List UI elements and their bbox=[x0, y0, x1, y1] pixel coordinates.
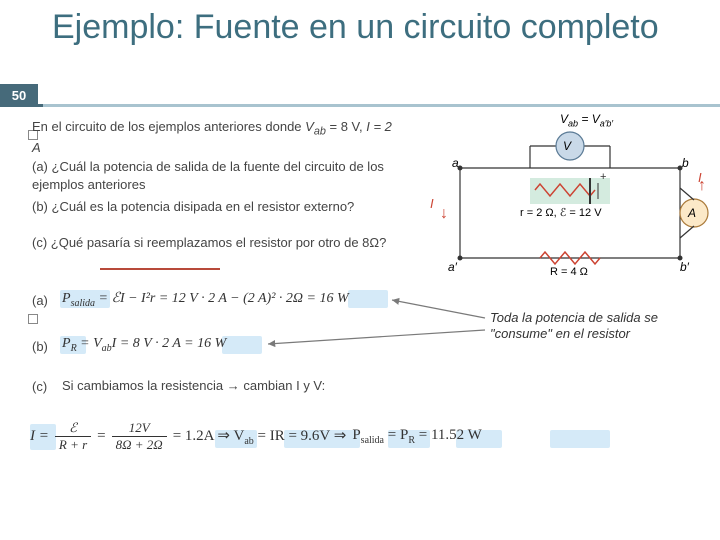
answer-label-a: (a) bbox=[32, 292, 48, 310]
eq-sign: = bbox=[97, 428, 105, 445]
equation-a: Psalida = ℰI − I²r = 12 V · 2 A − (2 A)²… bbox=[62, 290, 349, 309]
highlight bbox=[348, 290, 388, 308]
text: En el circuito de los ejemplos anteriore… bbox=[32, 119, 305, 134]
sym: P bbox=[62, 336, 71, 351]
denominator: 8Ω + 2Ω bbox=[112, 437, 167, 453]
node-a: a bbox=[452, 156, 459, 170]
slide-number-badge: 50 bbox=[0, 84, 38, 106]
rhs: = ℰI − I²r = 12 V · 2 A − (2 A)² · 2Ω = … bbox=[95, 291, 349, 306]
highlight bbox=[222, 336, 262, 354]
question-c: (c) ¿Qué pasaría si reemplazamos el resi… bbox=[32, 234, 402, 252]
answer-label-c: (c) bbox=[32, 378, 47, 396]
sub: salida bbox=[71, 298, 95, 309]
accent-line bbox=[100, 268, 220, 270]
numerator: ℰ bbox=[55, 420, 91, 437]
equation-bottom: I = ℰ R + r = 12V 8Ω + 2Ω = 1.2A ⇒ Vab =… bbox=[30, 420, 482, 453]
text: Psalida = PR = 11.52 W bbox=[352, 427, 481, 446]
sym: P bbox=[62, 291, 71, 306]
svg-text:↓: ↓ bbox=[440, 205, 448, 222]
rhs: = V bbox=[77, 336, 102, 351]
numerator: 12V bbox=[112, 420, 167, 437]
node-ap: a′ bbox=[448, 260, 457, 274]
r-label: r = 2 Ω, ℰ = 12 V bbox=[520, 206, 602, 219]
text: = 8 V, bbox=[326, 119, 366, 134]
equation-b: PR = VabI = 8 V · 2 A = 16 W bbox=[62, 336, 226, 354]
svg-text:+: + bbox=[600, 171, 606, 183]
sub: ab bbox=[102, 343, 112, 354]
annotation-note: Toda la potencia de salida se "consume" … bbox=[490, 310, 710, 343]
equation-c-text: Si cambiamos la resistencia → cambian I … bbox=[62, 378, 325, 393]
var: V bbox=[305, 119, 314, 134]
page-title: Ejemplo: Fuente en un circuito completo bbox=[52, 8, 659, 47]
answer-label-b: (b) bbox=[32, 338, 48, 356]
fraction: 12V 8Ω + 2Ω bbox=[112, 420, 167, 453]
question-b: (b) ¿Cuál es la potencia disipada en el … bbox=[32, 198, 402, 216]
current-I-right: I bbox=[698, 170, 702, 185]
node-bp: b′ bbox=[680, 260, 689, 274]
ammeter-label: A bbox=[688, 206, 696, 220]
denominator: R + r bbox=[55, 437, 91, 453]
node-b: b bbox=[682, 156, 689, 170]
rhs: I = 8 V · 2 A = 16 W bbox=[112, 336, 227, 351]
circuit-diagram: + ↓ ↑ Vab = Va′b′ V A a b a′ b′ r = 2 Ω,… bbox=[430, 118, 710, 278]
highlight bbox=[550, 430, 610, 448]
sub: ab bbox=[314, 126, 326, 138]
sym: I = bbox=[30, 428, 49, 445]
question-intro: En el circuito de los ejemplos anteriore… bbox=[32, 118, 402, 157]
current-I-left: I bbox=[430, 196, 434, 211]
big-r-label: R = 4 Ω bbox=[550, 266, 588, 278]
text: = 1.2A ⇒ Vab = IR = 9.6V ⇒ bbox=[173, 426, 347, 447]
circuit-vab-eq: Vab = Va′b′ bbox=[560, 112, 613, 128]
voltmeter-label: V bbox=[563, 139, 571, 153]
question-a: (a) ¿Cuál la potencia de salida de la fu… bbox=[32, 158, 402, 193]
bullet-marker bbox=[28, 314, 38, 324]
title-underline bbox=[0, 104, 720, 107]
fraction: ℰ R + r bbox=[55, 420, 91, 453]
